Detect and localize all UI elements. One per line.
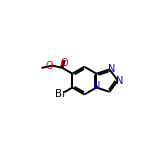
Text: O: O — [45, 61, 53, 71]
Text: O: O — [61, 57, 69, 67]
Text: Br: Br — [55, 89, 67, 99]
Text: N: N — [108, 64, 115, 74]
Text: N: N — [93, 81, 100, 91]
Text: N: N — [116, 76, 124, 86]
